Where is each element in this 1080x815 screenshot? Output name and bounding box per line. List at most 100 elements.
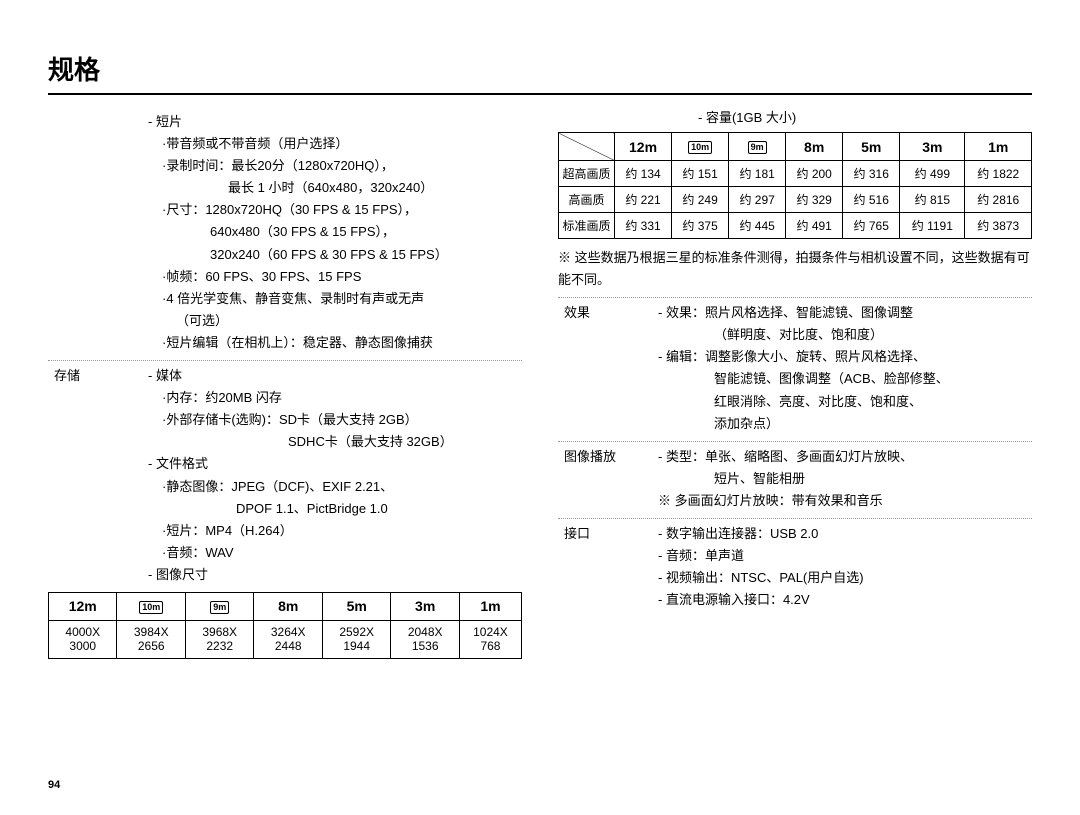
- size-heading: - 图像尺寸: [148, 564, 522, 586]
- cap-r1-c5: 约 815: [900, 187, 965, 213]
- cap-r2-c1: 约 375: [672, 213, 729, 239]
- video-body: - 短片 ·带音频或不带音频（用户选择） ·录制时间：最长20分（1280x72…: [148, 111, 522, 354]
- size-c-0: 4000X 3000: [49, 620, 117, 658]
- video-line-5: 320x240（60 FPS & 30 FPS & 15 FPS）: [148, 244, 522, 266]
- page-number: 94: [48, 779, 60, 791]
- play-line-0: - 类型：单张、缩略图、多画面幻灯片放映、: [658, 446, 1032, 468]
- video-line-7: ·4 倍光学变焦、静音变焦、录制时有声或无声: [148, 288, 522, 310]
- cap-h-3: 8m: [786, 133, 843, 161]
- storage-body: - 媒体 ·内存：约20MB 闪存 ·外部存储卡(选购)：SD卡（最大支持 2G…: [148, 365, 522, 586]
- size-h-5: 3m: [391, 592, 459, 620]
- format-heading: - 文件格式: [148, 453, 522, 475]
- cap-diag: [559, 133, 615, 161]
- play-label: 图像播放: [558, 446, 658, 512]
- page-title: 规格: [48, 50, 1032, 95]
- cap-row-2: 标准画质 约 331 约 375 约 445 约 491 约 765 约 119…: [559, 213, 1032, 239]
- left-column: - 短片 ·带音频或不带音频（用户选择） ·录制时间：最长20分（1280x72…: [48, 107, 522, 659]
- video-line-3: ·尺寸：1280x720HQ（30 FPS & 15 FPS），: [148, 199, 522, 221]
- cap-r0-c1: 约 151: [672, 161, 729, 187]
- cap-r2-c3: 约 491: [786, 213, 843, 239]
- size-h-0: 12m: [49, 592, 117, 620]
- cap-r0-c0: 约 134: [615, 161, 672, 187]
- cap-h-4: 5m: [843, 133, 900, 161]
- cap-h-2: 9m: [729, 133, 786, 161]
- cap-r1-label: 高画质: [559, 187, 615, 213]
- cap-r0-c4: 约 316: [843, 161, 900, 187]
- cap-r1-c2: 约 297: [729, 187, 786, 213]
- size-h-2: 9m: [185, 592, 253, 620]
- cap-r1-c1: 约 249: [672, 187, 729, 213]
- size-c-4: 2592X 1944: [322, 620, 390, 658]
- format-line-3: ·音频：WAV: [148, 542, 522, 564]
- effect-line-3: 智能滤镜、图像调整（ACB、脸部修整、: [658, 368, 1032, 390]
- video-line-9: ·短片编辑（在相机上）：稳定器、静态图像捕获: [148, 332, 522, 354]
- cap-h-6: 1m: [965, 133, 1032, 161]
- video-heading: - 短片: [148, 111, 522, 133]
- play-body: - 类型：单张、缩略图、多画面幻灯片放映、 短片、智能相册 ※ 多画面幻灯片放映…: [658, 446, 1032, 512]
- cap-row-0: 超高画质 约 134 约 151 约 181 约 200 约 316 约 499…: [559, 161, 1032, 187]
- iface-line-2: - 视频输出：NTSC、PAL(用户自选): [658, 567, 1032, 589]
- cap-h-1: 10m: [672, 133, 729, 161]
- format-line-1: DPOF 1.1、PictBridge 1.0: [148, 498, 522, 520]
- cap-r0-c3: 约 200: [786, 161, 843, 187]
- cap-r0-c2: 约 181: [729, 161, 786, 187]
- effect-line-4: 红眼消除、亮度、对比度、饱和度、: [658, 391, 1032, 413]
- media-line-0: ·内存：约20MB 闪存: [148, 387, 522, 409]
- effect-line-1: （鲜明度、对比度、饱和度）: [658, 324, 1032, 346]
- effect-line-5: 添加杂点）: [658, 413, 1032, 435]
- cap-r2-c5: 约 1191: [900, 213, 965, 239]
- iface-line-1: - 音频：单声道: [658, 545, 1032, 567]
- cap-r1-c0: 约 221: [615, 187, 672, 213]
- video-line-1: ·录制时间：最长20分（1280x720HQ），: [148, 155, 522, 177]
- effect-line-2: - 编辑：调整影像大小、旋转、照片风格选择、: [658, 346, 1032, 368]
- cap-h-5: 3m: [900, 133, 965, 161]
- cap-r2-label: 标准画质: [559, 213, 615, 239]
- format-line-2: ·短片：MP4（H.264）: [148, 520, 522, 542]
- cap-r2-c4: 约 765: [843, 213, 900, 239]
- size-c-5: 2048X 1536: [391, 620, 459, 658]
- cap-r0-label: 超高画质: [559, 161, 615, 187]
- iface-line-3: - 直流电源输入接口：4.2V: [658, 589, 1032, 611]
- video-line-8: （可选）: [148, 310, 522, 332]
- cap-r1-c3: 约 329: [786, 187, 843, 213]
- capacity-table: 12m 10m 9m 8m 5m 3m 1m 超高画质 约 134 约 151 …: [558, 132, 1032, 239]
- capacity-note: ※ 这些数据乃根据三星的标准条件测得，拍摄条件与相机设置不同，这些数据有可能不同…: [558, 247, 1032, 291]
- cap-r0-c6: 约 1822: [965, 161, 1032, 187]
- video-line-0: ·带音频或不带音频（用户选择）: [148, 133, 522, 155]
- cap-r0-c5: 约 499: [900, 161, 965, 187]
- format-line-0: ·静态图像：JPEG（DCF)、EXIF 2.21、: [148, 476, 522, 498]
- cap-header-row: 12m 10m 9m 8m 5m 3m 1m: [559, 133, 1032, 161]
- size-h-4: 5m: [322, 592, 390, 620]
- play-line-1: 短片、智能相册: [658, 468, 1032, 490]
- media-line-1: ·外部存储卡(选购)：SD卡（最大支持 2GB）: [148, 409, 522, 431]
- iface-body: - 数字输出连接器：USB 2.0 - 音频：单声道 - 视频输出：NTSC、P…: [658, 523, 1032, 611]
- size-h-6: 1m: [459, 592, 521, 620]
- iface-label: 接口: [558, 523, 658, 611]
- media-heading: - 媒体: [148, 365, 522, 387]
- video-line-4: 640x480（30 FPS & 15 FPS），: [148, 221, 522, 243]
- cap-r2-c2: 约 445: [729, 213, 786, 239]
- cap-r2-c6: 约 3873: [965, 213, 1032, 239]
- size-c-3: 3264X 2448: [254, 620, 322, 658]
- media-line-2: SDHC卡（最大支持 32GB）: [148, 431, 522, 453]
- size-c-6: 1024X 768: [459, 620, 521, 658]
- size-header-row: 12m 10m 9m 8m 5m 3m 1m: [49, 592, 522, 620]
- effect-body: - 效果：照片风格选择、智能滤镜、图像调整 （鲜明度、对比度、饱和度） - 编辑…: [658, 302, 1032, 435]
- divider: [558, 518, 1032, 519]
- size-data-row: 4000X 3000 3984X 2656 3968X 2232 3264X 2…: [49, 620, 522, 658]
- cap-r1-c6: 约 2816: [965, 187, 1032, 213]
- effect-line-0: - 效果：照片风格选择、智能滤镜、图像调整: [658, 302, 1032, 324]
- cap-row-1: 高画质 约 221 约 249 约 297 约 329 约 516 约 815 …: [559, 187, 1032, 213]
- right-column: - 容量(1GB 大小) 12m 10m 9m 8m 5m 3m 1m 超高画质…: [558, 107, 1032, 659]
- size-c-1: 3984X 2656: [117, 620, 185, 658]
- effect-label: 效果: [558, 302, 658, 435]
- size-h-3: 8m: [254, 592, 322, 620]
- cap-r1-c4: 约 516: [843, 187, 900, 213]
- capacity-heading: - 容量(1GB 大小): [558, 107, 1032, 126]
- cap-r2-c0: 约 331: [615, 213, 672, 239]
- cap-h-0: 12m: [615, 133, 672, 161]
- image-size-table: 12m 10m 9m 8m 5m 3m 1m 4000X 3000 3984X …: [48, 592, 522, 659]
- divider: [558, 441, 1032, 442]
- video-label-blank: [48, 111, 148, 354]
- size-h-1: 10m: [117, 592, 185, 620]
